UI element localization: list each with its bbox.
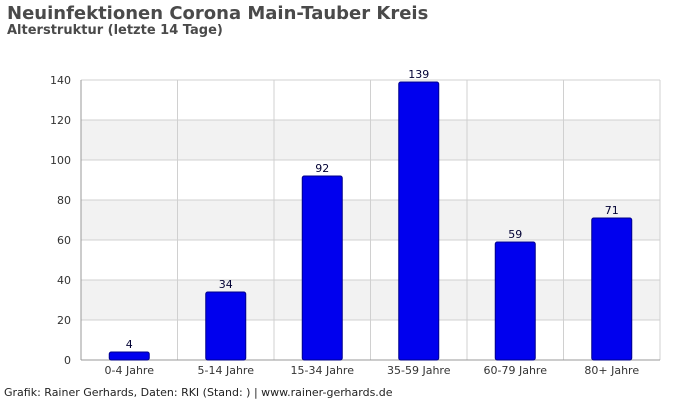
data-label: 59 [508, 228, 522, 241]
y-tick-label: 60 [57, 234, 71, 247]
y-tick-label: 20 [57, 314, 71, 327]
chart-subtitle: Alterstruktur (letzte 14 Tage) [7, 23, 223, 38]
bar [108, 351, 150, 361]
bar [398, 81, 440, 361]
data-label: 71 [605, 204, 619, 217]
x-tick-label: 35-59 Jahre [387, 364, 451, 377]
chart-title: Neuinfektionen Corona Main-Tauber Kreis [7, 3, 429, 24]
y-tick-label: 80 [57, 194, 71, 207]
x-tick-label: 15-34 Jahre [291, 364, 355, 377]
data-label: 34 [219, 278, 233, 291]
y-tick-label: 0 [64, 354, 71, 367]
bar [494, 241, 536, 361]
bar [301, 175, 343, 361]
y-tick-label: 100 [50, 154, 71, 167]
data-label: 4 [126, 338, 133, 351]
y-tick-label: 120 [50, 114, 71, 127]
data-label: 92 [315, 162, 329, 175]
x-tick-label: 80+ Jahre [584, 364, 639, 377]
x-tick-label: 5-14 Jahre [198, 364, 255, 377]
footer-credit: Grafik: Rainer Gerhards, Daten: RKI (Sta… [4, 386, 393, 399]
bar [205, 291, 247, 361]
y-tick-label: 140 [50, 74, 71, 87]
data-label: 139 [408, 68, 429, 81]
x-tick-label: 0-4 Jahre [105, 364, 155, 377]
y-tick-label: 40 [57, 274, 71, 287]
bar [591, 217, 633, 361]
x-tick-label: 60-79 Jahre [484, 364, 548, 377]
